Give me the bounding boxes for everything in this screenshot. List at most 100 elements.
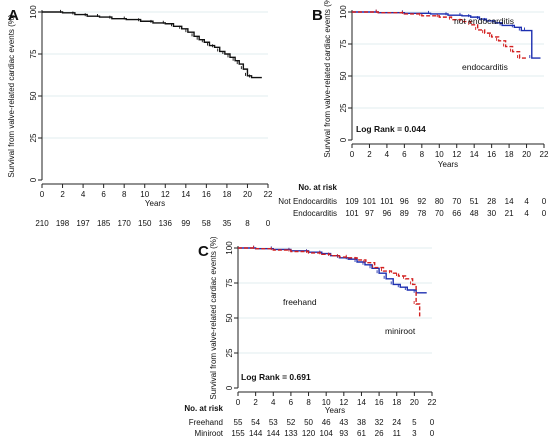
x-tick-label: 8 [420, 150, 425, 159]
risk-table-header: No. at risk [298, 183, 337, 192]
x-axis-title: Years [145, 199, 165, 208]
risk-count: 66 [452, 209, 461, 218]
x-tick-label: 2 [367, 150, 372, 159]
logrank-label: Log Rank = 0.691 [241, 372, 311, 382]
risk-count: 210 [35, 219, 49, 228]
risk-count: 0 [542, 209, 547, 218]
risk-count: 155 [231, 429, 245, 438]
y-tick-label: 75 [225, 278, 234, 287]
x-tick-label: 20 [410, 398, 419, 407]
y-tick-label: 0 [225, 385, 234, 390]
x-tick-label: 0 [40, 190, 45, 199]
x-tick-label: 4 [385, 150, 390, 159]
y-tick-label: 50 [225, 313, 234, 322]
risk-count: 55 [234, 418, 243, 427]
risk-count: 14 [505, 197, 514, 206]
risk-count: 32 [375, 418, 384, 427]
survival-curve [352, 11, 541, 59]
risk-count: 28 [487, 197, 496, 206]
risk-count: 61 [357, 429, 366, 438]
curve-label: not endocarditis [454, 16, 514, 26]
risk-count: 101 [380, 197, 394, 206]
risk-count: 54 [251, 418, 260, 427]
x-tick-label: 16 [375, 398, 384, 407]
risk-count: 53 [269, 418, 278, 427]
x-tick-label: 14 [181, 190, 190, 199]
risk-count: 120 [302, 429, 316, 438]
risk-count: 80 [435, 197, 444, 206]
risk-count: 170 [118, 219, 132, 228]
x-tick-label: 6 [289, 398, 294, 407]
x-tick-label: 16 [487, 150, 496, 159]
risk-count: 101 [345, 209, 359, 218]
risk-count: 70 [435, 209, 444, 218]
x-tick-label: 16 [202, 190, 211, 199]
risk-count: 46 [322, 418, 331, 427]
risk-count: 150 [138, 219, 152, 228]
x-tick-label: 0 [236, 398, 241, 407]
risk-count: 21 [505, 209, 514, 218]
risk-count: 0 [430, 418, 435, 427]
x-tick-label: 22 [428, 398, 437, 407]
y-axis-title: Survival from valve-related cardiac even… [7, 14, 16, 178]
risk-count: 93 [339, 429, 348, 438]
x-tick-label: 10 [435, 150, 444, 159]
y-tick-label: 0 [29, 177, 38, 182]
survival-curve [238, 247, 421, 318]
risk-count: 11 [393, 429, 402, 438]
y-tick-label: 100 [29, 5, 38, 19]
risk-count: 104 [320, 429, 334, 438]
y-tick-label: 0 [339, 137, 348, 142]
survival-curve [42, 11, 262, 79]
x-tick-label: 18 [505, 150, 514, 159]
risk-count: 198 [56, 219, 70, 228]
risk-count: 197 [76, 219, 90, 228]
x-tick-label: 22 [264, 190, 273, 199]
risk-count: 96 [382, 209, 391, 218]
y-tick-label: 100 [339, 5, 348, 19]
risk-count: 99 [181, 219, 190, 228]
x-tick-label: 18 [222, 190, 231, 199]
x-tick-label: 10 [140, 190, 149, 199]
y-tick-label: 25 [225, 348, 234, 357]
risk-count: 101 [363, 197, 377, 206]
risk-row-label: Not Endocarditis [278, 197, 337, 206]
x-tick-label: 12 [339, 398, 348, 407]
risk-count: 51 [470, 197, 479, 206]
x-tick-label: 18 [392, 398, 401, 407]
risk-count: 30 [487, 209, 496, 218]
risk-table-header: No. at risk [184, 404, 223, 413]
x-tick-label: 14 [357, 398, 366, 407]
risk-count: 24 [392, 418, 401, 427]
risk-count: 38 [357, 418, 366, 427]
x-tick-label: 14 [470, 150, 479, 159]
risk-count: 144 [267, 429, 281, 438]
risk-count: 4 [524, 197, 529, 206]
y-tick-label: 25 [29, 133, 38, 142]
risk-count: 0 [430, 429, 435, 438]
risk-row-label: Miniroot [195, 429, 224, 438]
risk-count: 97 [365, 209, 374, 218]
logrank-label: Log Rank = 0.044 [356, 124, 426, 134]
x-tick-label: 4 [271, 398, 276, 407]
risk-count: 185 [97, 219, 111, 228]
risk-count: 133 [284, 429, 298, 438]
risk-count: 0 [542, 197, 547, 206]
y-tick-label: 75 [29, 49, 38, 58]
panel-letter: A [8, 7, 19, 24]
x-tick-label: 6 [101, 190, 106, 199]
y-tick-label: 100 [225, 241, 234, 255]
x-tick-label: 8 [122, 190, 127, 199]
curve-label: freehand [283, 297, 317, 307]
risk-count: 4 [524, 209, 529, 218]
risk-count: 50 [304, 418, 313, 427]
x-tick-label: 4 [81, 190, 86, 199]
panel-a: A 0 25 50 75 100 0 2 4 6 8 10 12 14 16 18 20 22 Years Survi… [7, 5, 273, 228]
x-tick-label: 0 [350, 150, 355, 159]
risk-count: 96 [400, 197, 409, 206]
x-tick-label: 12 [452, 150, 461, 159]
